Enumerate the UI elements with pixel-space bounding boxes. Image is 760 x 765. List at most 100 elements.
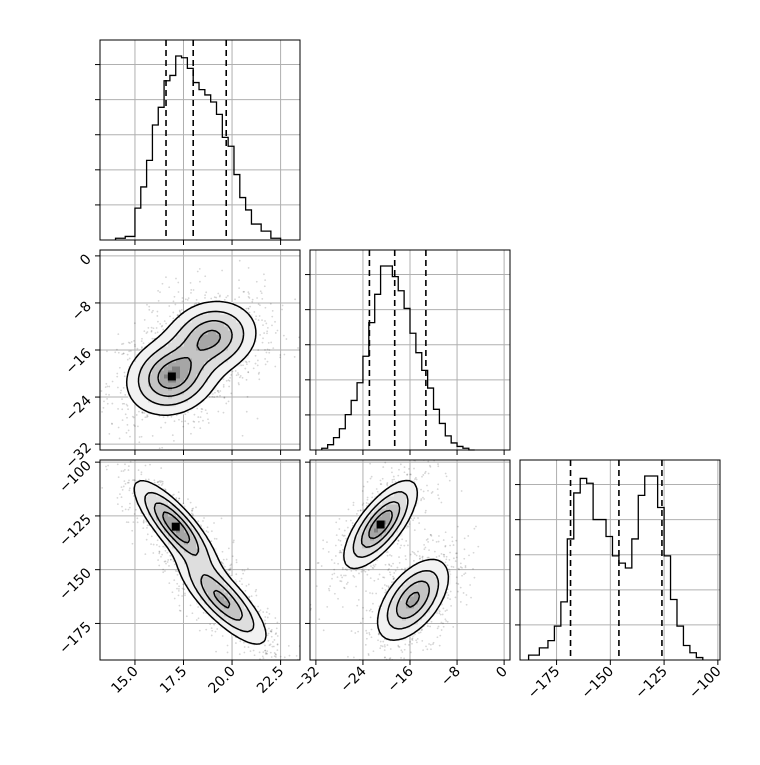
scatter-point (415, 639, 417, 641)
scatter-point (118, 476, 120, 478)
density-cell (208, 334, 213, 339)
scatter-point (263, 657, 265, 659)
scatter-point (442, 608, 444, 610)
density-cell (192, 342, 197, 347)
scatter-point (270, 303, 272, 305)
density-cell (252, 632, 257, 637)
density-cell (196, 560, 201, 565)
scatter-point (247, 371, 249, 373)
density-cell (220, 330, 225, 335)
scatter-point (277, 635, 279, 637)
scatter-point (228, 386, 230, 388)
density-cell (132, 378, 137, 383)
density-cell (204, 576, 209, 581)
scatter-point (104, 428, 106, 430)
density-cell (144, 382, 149, 387)
density-cell (140, 484, 145, 489)
density-cell (212, 378, 217, 383)
scatter-point (228, 547, 230, 549)
scatter-point (425, 471, 427, 473)
density-cell (172, 406, 177, 411)
scatter-point (419, 555, 421, 557)
density-cell (140, 358, 145, 363)
density-cell (188, 544, 193, 549)
scatter-point (141, 346, 143, 348)
scatter-point (334, 562, 336, 564)
scatter-point (294, 356, 296, 358)
scatter-point (418, 522, 420, 524)
scatter-point (262, 655, 264, 657)
density-cell (216, 370, 221, 375)
density-cell (204, 354, 209, 359)
scatter-point (257, 360, 259, 362)
scatter-point (238, 384, 240, 386)
scatter-point (200, 416, 202, 418)
density-cell (172, 362, 177, 367)
scatter-point (174, 564, 176, 566)
scatter-point (213, 522, 215, 524)
scatter-point (160, 556, 162, 558)
scatter-point (201, 411, 203, 413)
scatter-point (126, 521, 128, 523)
density-cell (156, 504, 161, 509)
scatter-point (162, 569, 164, 571)
scatter-point (219, 295, 221, 297)
scatter-point (174, 420, 176, 422)
scatter-point (265, 652, 267, 654)
scatter-point (159, 323, 161, 325)
scatter-point (202, 420, 204, 422)
scatter-point (192, 612, 194, 614)
scatter-point (101, 411, 103, 413)
scatter-point (252, 299, 254, 301)
scatter-point (285, 338, 287, 340)
density-cell (244, 616, 249, 621)
density-cell (248, 636, 253, 641)
scatter-point (198, 617, 200, 619)
scatter-point (117, 387, 119, 389)
density-cell (212, 350, 217, 355)
density-cell (160, 508, 165, 513)
scatter-point (121, 506, 123, 508)
density-cell (160, 374, 165, 379)
scatter-point (146, 304, 148, 306)
density-cell (204, 342, 209, 347)
scatter-point (197, 520, 199, 522)
density-cell (212, 362, 217, 367)
scatter-point (404, 471, 406, 473)
density-cell (188, 322, 193, 327)
scatter-point (245, 590, 247, 592)
scatter-point (129, 487, 131, 489)
scatter-point (322, 539, 324, 541)
density-cell (200, 326, 205, 331)
density-cell (232, 326, 237, 331)
density-cell (132, 366, 137, 371)
scatter-point (246, 379, 248, 381)
scatter-point (164, 320, 166, 322)
histogram-frame (100, 40, 300, 240)
scatter-point (258, 303, 260, 305)
scatter-point (123, 480, 125, 482)
scatter-point (270, 342, 272, 344)
scatter-point (317, 562, 319, 564)
density-cell (156, 354, 161, 359)
scatter-point (281, 309, 283, 311)
scatter-point (404, 466, 406, 468)
scatter-point (264, 349, 266, 351)
scatter-point (258, 373, 260, 375)
scatter-point (238, 374, 240, 376)
scatter-point (239, 580, 241, 582)
scatter-point (121, 486, 123, 488)
scatter-point (365, 571, 367, 573)
scatter-point (423, 548, 425, 550)
scatter-point (122, 510, 124, 512)
density-cell (216, 314, 221, 319)
density-cell (248, 330, 253, 335)
scatter-point (236, 561, 238, 563)
scatter-point (167, 559, 169, 561)
scatter-point (338, 528, 340, 530)
density-cell (236, 338, 241, 343)
scatter-point (318, 618, 320, 620)
scatter-point (144, 412, 146, 414)
density-cell (188, 390, 193, 395)
scatter-point (422, 474, 424, 476)
